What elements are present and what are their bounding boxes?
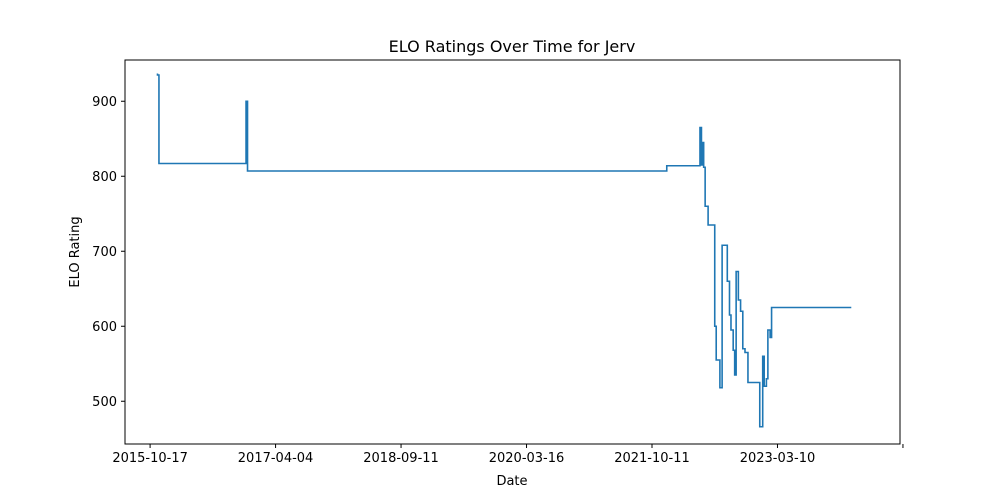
y-tick-label: 600 — [92, 320, 117, 335]
series-layer — [156, 73, 852, 428]
x-tick-label: 2018-09-11 — [363, 451, 439, 466]
x-tick-label: 2020-03-16 — [489, 451, 565, 466]
series-line-jerv — [156, 73, 852, 428]
plot-frame — [124, 59, 901, 445]
y-tick-label: 700 — [92, 245, 117, 260]
y-tick-label: 500 — [92, 395, 117, 410]
chart-title: ELO Ratings Over Time for Jerv — [389, 37, 636, 56]
y-axis-title: ELO Rating — [68, 216, 83, 287]
x-axis-title: Date — [496, 474, 527, 489]
y-tick-label: 800 — [92, 170, 117, 185]
y-tick-label: 900 — [92, 95, 117, 110]
x-tick-label: 2017-04-04 — [238, 451, 314, 466]
x-tick-label: 2015-10-17 — [112, 451, 188, 466]
plot-area — [125, 60, 900, 444]
x-tick-label: 2021-10-11 — [614, 451, 690, 466]
x-tick-label: 2023-03-10 — [740, 451, 816, 466]
axes-layer: 2015-10-17 2017-04-04 2018-09-11 2020-03-16… — [92, 95, 904, 466]
